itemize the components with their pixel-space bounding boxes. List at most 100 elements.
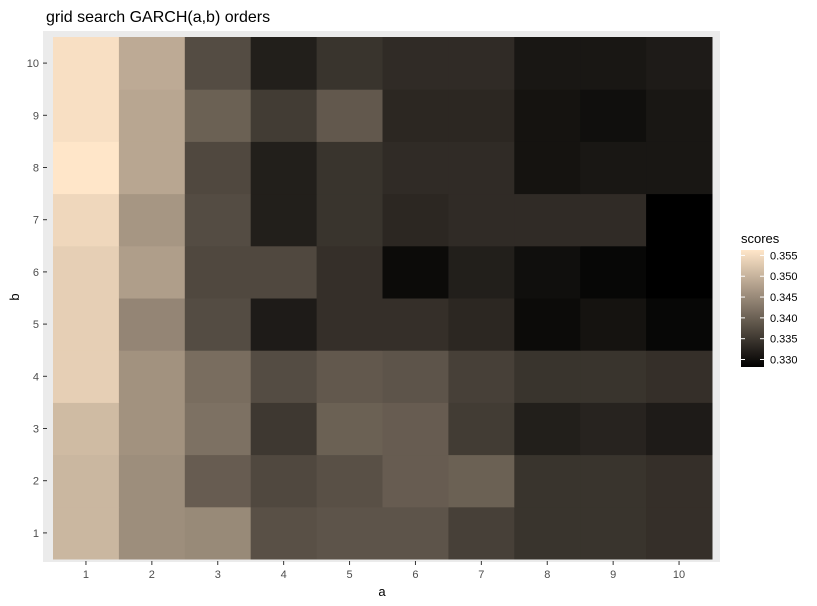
heatmap-cell: [646, 506, 713, 560]
heatmap-cell: [316, 506, 383, 560]
heatmap-cell: [382, 37, 449, 90]
heatmap-cell: [448, 193, 515, 247]
heatmap-cell: [53, 298, 120, 351]
heatmap-cell: [250, 89, 318, 142]
heatmap-cell: [382, 350, 449, 403]
heatmap-cell: [646, 37, 713, 90]
heatmap-cell: [580, 141, 647, 195]
legend-tick-label: 0.330: [770, 355, 798, 367]
heatmap-cell: [646, 402, 713, 456]
heatmap-cell: [184, 141, 252, 195]
heatmap-cell: [448, 402, 515, 456]
heatmap-cell: [316, 141, 383, 195]
x-tick-label: 10: [673, 569, 685, 581]
x-tick-label: 3: [215, 569, 221, 581]
heatmap-cell: [580, 37, 647, 90]
heatmap-cell: [448, 245, 515, 299]
x-tick-label: 5: [346, 569, 352, 581]
y-tick-label: 6: [33, 267, 39, 279]
heatmap-cell: [646, 245, 713, 299]
heatmap-cell: [184, 506, 252, 560]
heatmap-cell: [316, 193, 383, 247]
heatmap-cell: [580, 89, 647, 142]
heatmap-cell: [184, 298, 252, 351]
heatmap-cell: [448, 298, 515, 351]
legend: scores 0.355 0.350 0.345 0.340 0.335 0.330: [741, 231, 798, 367]
heatmap-cell: [514, 350, 581, 403]
heatmap-cell: [184, 89, 252, 142]
x-axis-ticks: 1 2 3 4 5 6 7 8 9 10: [83, 561, 685, 581]
heatmap-cell: [316, 454, 383, 508]
x-tick-label: 2: [149, 569, 155, 581]
legend-tick-label: 0.350: [770, 271, 798, 283]
chart-title: grid search GARCH(a,b) orders: [46, 9, 270, 26]
legend-tick-label: 0.340: [770, 313, 798, 325]
heatmap-cell: [184, 37, 252, 90]
heatmap-cell: [250, 193, 318, 247]
heatmap-cell: [53, 89, 120, 142]
y-tick-label: 2: [33, 476, 39, 488]
heatmap-cell: [514, 402, 581, 456]
heatmap-cell: [53, 141, 120, 195]
heatmap-cell: [184, 350, 252, 403]
heatmap-cell: [448, 37, 515, 90]
heatmap-cell: [184, 193, 252, 247]
heatmap-cell: [382, 245, 449, 299]
heatmap-cell: [580, 193, 647, 247]
heatmap-cell: [580, 245, 647, 299]
heatmap-cell: [580, 350, 647, 403]
heatmap-cell: [382, 193, 449, 247]
heatmap-cell: [250, 245, 318, 299]
heatmap-cell: [580, 298, 647, 351]
heatmap-cell: [250, 141, 318, 195]
heatmap-cell: [250, 454, 318, 508]
y-tick-label: 7: [33, 215, 39, 227]
heatmap-cell: [448, 141, 515, 195]
heatmap-cell: [514, 193, 581, 247]
legend-tick-label: 0.355: [770, 250, 798, 262]
heatmap-cell: [580, 454, 647, 508]
heatmap-cell: [514, 245, 581, 299]
heatmap-cell: [646, 141, 713, 195]
heatmap-cell: [316, 402, 383, 456]
x-tick-label: 6: [412, 569, 418, 581]
heatmap-cell: [646, 350, 713, 403]
heatmap-cell: [514, 454, 581, 508]
heatmap-cell: [382, 298, 449, 351]
heatmap-cell: [250, 37, 318, 90]
legend-tick-label: 0.345: [770, 292, 798, 304]
y-tick-label: 1: [33, 528, 39, 540]
heatmap-cell: [184, 454, 252, 508]
heatmap-cell: [118, 89, 186, 142]
heatmap-cell: [514, 89, 581, 142]
x-tick-label: 4: [281, 569, 287, 581]
heatmap-cell: [53, 37, 120, 90]
heatmap-cell: [250, 402, 318, 456]
heatmap-cell: [514, 37, 581, 90]
heatmap-cell: [382, 506, 449, 560]
heatmap-cell: [118, 141, 186, 195]
heatmap-cell: [53, 402, 120, 456]
heatmap-cell: [118, 245, 186, 299]
heatmap-cell: [53, 350, 120, 403]
x-axis-label: a: [378, 584, 386, 599]
heatmap-cell: [250, 298, 318, 351]
y-tick-label: 5: [33, 319, 39, 331]
heatmap-cell: [514, 141, 581, 195]
heatmap-cell: [184, 245, 252, 299]
heatmap-cell: [53, 454, 120, 508]
legend-title: scores: [741, 231, 780, 246]
heatmap-cell: [316, 245, 383, 299]
x-tick-label: 7: [478, 569, 484, 581]
heatmap-cell: [118, 506, 186, 560]
heatmap-cell: [118, 298, 186, 351]
heatmap-cell: [382, 89, 449, 142]
heatmap-cell: [382, 454, 449, 508]
heatmap-cell: [53, 245, 120, 299]
heatmap-cell: [382, 141, 449, 195]
heatmap-cell: [118, 37, 186, 90]
heatmap-cell: [448, 506, 515, 560]
y-axis-ticks: 1 2 3 4 5 6 7 8 9 10: [27, 58, 47, 540]
heatmap-cell: [53, 506, 120, 560]
